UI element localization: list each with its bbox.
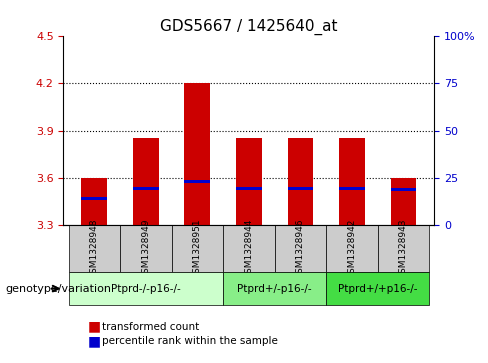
Bar xyxy=(184,180,210,183)
Bar xyxy=(236,187,262,189)
Bar xyxy=(184,83,210,225)
FancyBboxPatch shape xyxy=(275,225,326,272)
Text: GSM1328946: GSM1328946 xyxy=(296,219,305,279)
Title: GDS5667 / 1425640_at: GDS5667 / 1425640_at xyxy=(160,19,338,35)
FancyBboxPatch shape xyxy=(326,272,429,305)
Bar xyxy=(81,197,107,200)
Text: GSM1328948: GSM1328948 xyxy=(90,219,99,279)
Text: ■: ■ xyxy=(88,334,101,348)
Text: Ptprd+/-p16-/-: Ptprd+/-p16-/- xyxy=(237,284,312,294)
Bar xyxy=(339,187,365,189)
FancyBboxPatch shape xyxy=(172,225,223,272)
Text: Ptprd-/-p16-/-: Ptprd-/-p16-/- xyxy=(111,284,181,294)
FancyBboxPatch shape xyxy=(326,225,378,272)
Text: percentile rank within the sample: percentile rank within the sample xyxy=(102,336,278,346)
Bar xyxy=(287,138,313,225)
Text: Ptprd+/+p16-/-: Ptprd+/+p16-/- xyxy=(338,284,417,294)
Bar xyxy=(287,187,313,189)
Text: GSM1328949: GSM1328949 xyxy=(142,219,150,279)
Bar xyxy=(390,178,416,225)
Text: GSM1328951: GSM1328951 xyxy=(193,218,202,279)
FancyBboxPatch shape xyxy=(69,272,223,305)
Bar xyxy=(339,138,365,225)
Bar xyxy=(81,178,107,225)
Bar xyxy=(133,187,159,189)
Bar xyxy=(133,138,159,225)
Text: ■: ■ xyxy=(88,320,101,334)
FancyBboxPatch shape xyxy=(223,272,326,305)
FancyBboxPatch shape xyxy=(223,225,275,272)
FancyBboxPatch shape xyxy=(69,225,120,272)
FancyBboxPatch shape xyxy=(120,225,172,272)
Bar xyxy=(390,188,416,191)
FancyBboxPatch shape xyxy=(378,225,429,272)
Text: genotype/variation: genotype/variation xyxy=(5,284,111,294)
Bar xyxy=(236,138,262,225)
Text: GSM1328942: GSM1328942 xyxy=(347,219,356,279)
Text: transformed count: transformed count xyxy=(102,322,200,332)
Text: GSM1328944: GSM1328944 xyxy=(244,219,253,279)
Text: GSM1328943: GSM1328943 xyxy=(399,219,408,279)
